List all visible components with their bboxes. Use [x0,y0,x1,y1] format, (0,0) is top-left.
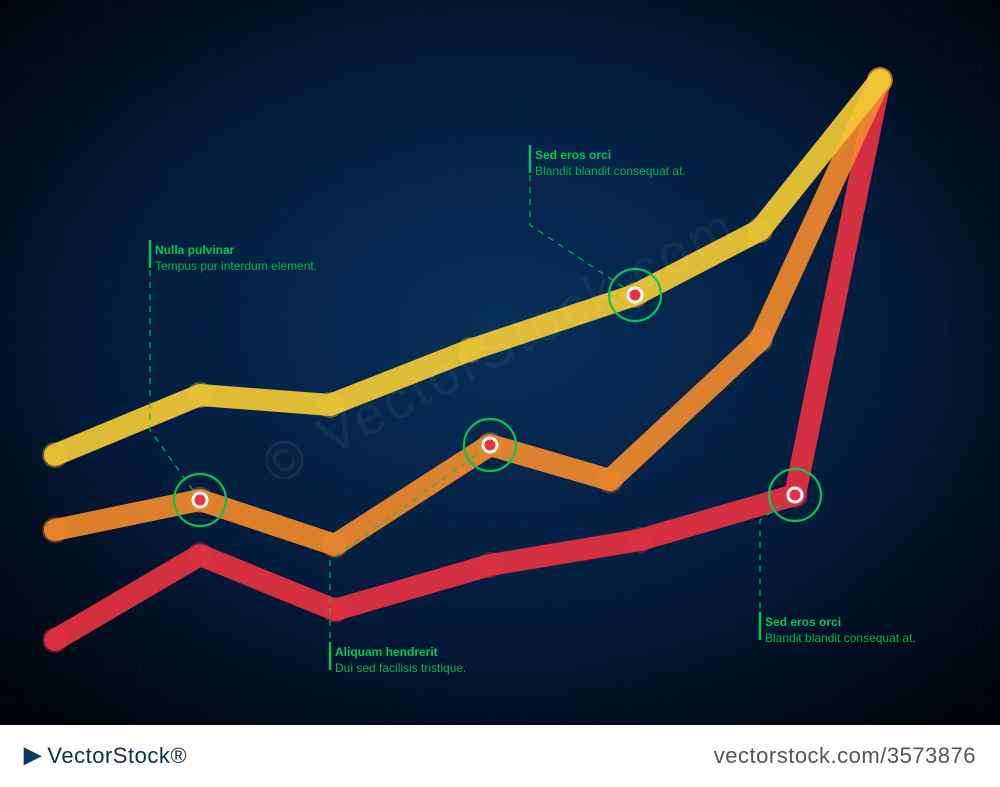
footer-bar: ▶ VectorStock® vectorstock.com/3573876 [0,725,1000,787]
callout-c1: Nulla pulvinarTempus pur interdum elemen… [155,243,317,274]
callout-c3: Aliquam hendreritDui sed facilisis trist… [335,645,466,676]
callout-desc: Blandit blandit consequat at. [535,164,686,180]
chart-stage: © VectorStock.com Nulla pulvinarTempus p… [0,0,1000,787]
footer-id: vectorstock.com/3573876 [714,743,976,769]
callout-c4: Sed eros orciBlandit blandit consequat a… [765,615,916,646]
footer-logo: ▶ VectorStock® [24,743,187,769]
callout-desc: Blandit blandit consequat at. [765,631,916,647]
callout-title: Nulla pulvinar [155,243,317,259]
callout-title: Sed eros orci [535,148,686,164]
chart-svg [0,0,1000,787]
callout-desc: Tempus pur interdum element. [155,259,317,275]
footer-brand-text: VectorStock® [47,743,187,769]
callout-title: Aliquam hendrerit [335,645,466,661]
callout-c2: Sed eros orciBlandit blandit consequat a… [535,148,686,179]
callout-title: Sed eros orci [765,615,916,631]
callout-desc: Dui sed facilisis tristique. [335,661,466,677]
